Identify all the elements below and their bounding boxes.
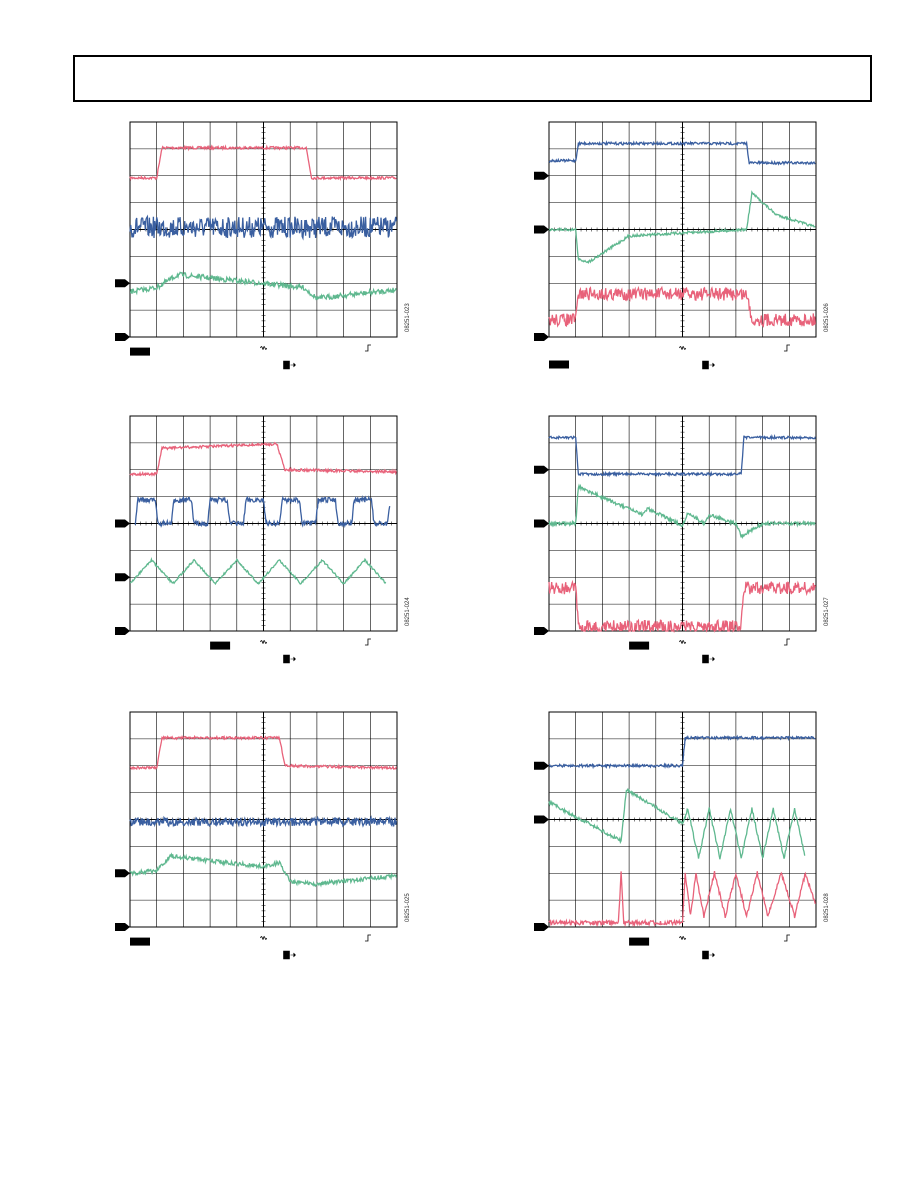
channel-marker [534, 171, 549, 180]
trace [548, 140, 816, 166]
trace [548, 483, 816, 540]
scope-panel: 08251-024 [115, 415, 411, 664]
trace [134, 494, 391, 529]
figure-id: 08251-028 [824, 893, 830, 922]
ac-symbol [679, 346, 686, 350]
ac-symbol [260, 346, 267, 350]
channel-marker [534, 333, 549, 341]
channel-marker [534, 627, 549, 635]
channel-marker [115, 519, 130, 528]
channel-marker [534, 815, 549, 824]
trigger-marker [283, 654, 296, 664]
channel-marker [534, 225, 549, 234]
trigger-marker [283, 360, 296, 370]
scope-panel: 08251-025 [115, 711, 411, 960]
trace [129, 144, 397, 182]
channel-marker [534, 761, 549, 770]
trace [129, 815, 397, 828]
trace [548, 433, 816, 478]
ac-symbol [260, 640, 267, 644]
ac-symbol [679, 936, 686, 940]
trace [548, 871, 816, 928]
figure-id: 08251-025 [405, 893, 411, 922]
channel-marker [115, 869, 130, 878]
trace [130, 271, 397, 301]
channel-marker [534, 465, 549, 474]
label-box [130, 347, 150, 356]
channel-marker [115, 279, 130, 288]
trace [548, 787, 806, 860]
label-box [629, 937, 650, 946]
trace [548, 734, 816, 770]
label-box [549, 360, 569, 369]
trigger-symbol [783, 934, 790, 942]
trigger-marker [702, 360, 715, 370]
scope-panel: 08251-026 [534, 121, 830, 370]
trace [130, 557, 387, 586]
trigger-symbol [364, 934, 371, 942]
trace [548, 285, 816, 328]
channel-marker [534, 923, 549, 931]
figure-id: 08251-023 [405, 303, 411, 332]
trace [129, 852, 397, 888]
label-box [629, 641, 650, 650]
trace [129, 441, 397, 477]
trigger-marker [283, 950, 296, 960]
trace [549, 190, 816, 264]
trigger-symbol [783, 638, 790, 646]
trigger-symbol [364, 638, 371, 646]
scope-panel: 08251-028 [534, 711, 830, 960]
figure-id: 08251-026 [824, 303, 830, 332]
ac-symbol [679, 640, 686, 644]
scope-panel: 08251-023 [115, 121, 411, 370]
trigger-marker [702, 950, 715, 960]
trace [548, 579, 816, 634]
channel-marker [534, 519, 549, 528]
label-box [210, 641, 231, 650]
channel-marker [115, 627, 130, 635]
channel-marker [115, 573, 130, 582]
trace [129, 734, 397, 771]
label-box [130, 937, 150, 946]
figure-id: 08251-024 [405, 597, 411, 626]
scope-panel: 08251-027 [534, 415, 830, 664]
channel-marker [115, 923, 130, 931]
header-box [73, 55, 872, 102]
trace [129, 214, 397, 241]
trigger-marker [702, 654, 715, 664]
ac-symbol [260, 936, 267, 940]
channel-marker [115, 333, 130, 341]
trigger-symbol [364, 344, 371, 352]
figure-id: 08251-027 [824, 597, 830, 626]
trigger-symbol [783, 344, 790, 352]
